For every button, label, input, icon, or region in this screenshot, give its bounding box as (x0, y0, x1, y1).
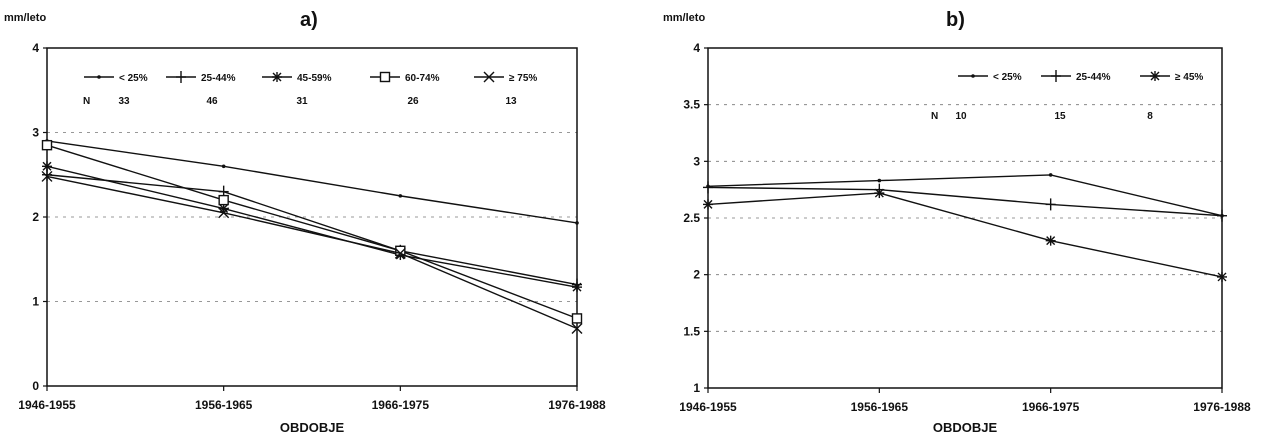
data-point (218, 207, 230, 219)
x-tick-label: 1946-1955 (679, 400, 737, 414)
y-tick-label: 4 (693, 41, 700, 55)
legend-label: 45-59% (297, 73, 332, 84)
data-point (41, 170, 53, 182)
n-value: 26 (407, 96, 419, 107)
data-point (395, 245, 406, 257)
x-tick-label: 1966-1975 (1022, 400, 1080, 414)
data-point (1217, 209, 1227, 222)
legend-label: 25-44% (201, 73, 236, 84)
data-point (394, 247, 406, 259)
plot-frame (46, 47, 578, 387)
y-tick-label: 2 (32, 210, 39, 224)
series-line (46, 175, 578, 330)
data-point (575, 221, 579, 225)
x-tick-label: 1976-1988 (548, 398, 606, 412)
panel-label: a) (300, 9, 318, 31)
n-label: N (83, 96, 90, 107)
series-line (46, 165, 578, 288)
y-tick-label: 2 (693, 268, 700, 282)
legend-label: 25-44% (1076, 72, 1111, 83)
series-line (707, 174, 1223, 217)
y-tick-label: 1 (693, 381, 700, 395)
n-value: 10 (955, 111, 967, 122)
series-line (46, 140, 578, 224)
data-point (571, 323, 583, 335)
data-point (398, 194, 403, 198)
legend-marker (483, 71, 495, 83)
legend-label: < 25% (119, 73, 148, 84)
n-value: 15 (1054, 111, 1066, 122)
data-point (1045, 235, 1056, 246)
x-axis-title: OBDOBJE (280, 420, 345, 435)
legend-label: ≥ 45% (1175, 72, 1203, 83)
data-point (1217, 271, 1227, 282)
series-line (707, 186, 1223, 217)
legend-marker (971, 74, 975, 78)
series-line (46, 174, 578, 286)
x-tick-label: 1956-1965 (851, 400, 909, 414)
y-axis-label: mm/leto (663, 12, 705, 24)
legend-label: < 25% (993, 72, 1022, 83)
panel-label: b) (946, 9, 965, 31)
data-point (874, 188, 885, 199)
data-point (42, 161, 52, 172)
series-line (46, 144, 578, 320)
y-tick-label: 2.5 (683, 211, 700, 225)
chart-panel-b: mm/leto b) 1 1.5 2 2.5 3 3.5 4 1946-1955 1956-1965… (663, 9, 1251, 435)
legend-marker (272, 72, 282, 82)
data-point (41, 139, 53, 151)
data-point (1045, 198, 1056, 211)
legend-marker (176, 71, 186, 83)
y-axis-label: mm/leto (4, 12, 46, 24)
x-tick-label: 1966-1975 (372, 398, 430, 412)
data-point (1048, 173, 1053, 177)
y-tick-label: 1.5 (683, 324, 700, 338)
data-point (703, 181, 713, 194)
data-point (877, 178, 882, 183)
legend-marker (97, 75, 101, 79)
legend-label: 60-74% (405, 73, 440, 84)
n-value: 13 (505, 96, 517, 107)
x-tick-label: 1956-1965 (195, 398, 253, 412)
legend-label: ≥ 75% (509, 73, 537, 84)
y-tick-label: 0 (32, 379, 39, 393)
data-point (572, 282, 582, 293)
y-tick-label: 1 (32, 295, 39, 309)
x-tick-label: 1946-1955 (18, 398, 76, 412)
data-point (218, 194, 229, 206)
n-value: 8 (1147, 111, 1153, 122)
chart-panel-a: mm/leto a) 0 1 2 3 4 1946-1955 1956-1965 1966-197… (4, 9, 606, 435)
y-tick-label: 3 (693, 154, 700, 168)
n-value: 31 (296, 96, 308, 107)
n-label: N (931, 111, 938, 122)
n-value: 33 (118, 96, 130, 107)
x-tick-label: 1976-1988 (1193, 400, 1251, 414)
legend-marker (379, 71, 391, 83)
data-point (221, 164, 226, 169)
data-point (571, 313, 583, 324)
y-tick-label: 3 (32, 126, 39, 140)
legend-marker (1051, 70, 1061, 82)
y-tick-label: 4 (32, 41, 39, 55)
legend-marker (1150, 71, 1160, 81)
n-value: 46 (206, 96, 218, 107)
series-line (707, 192, 1223, 278)
y-tick-label: 3.5 (683, 98, 700, 112)
x-axis-title: OBDOBJE (933, 420, 998, 435)
data-point (703, 199, 713, 210)
